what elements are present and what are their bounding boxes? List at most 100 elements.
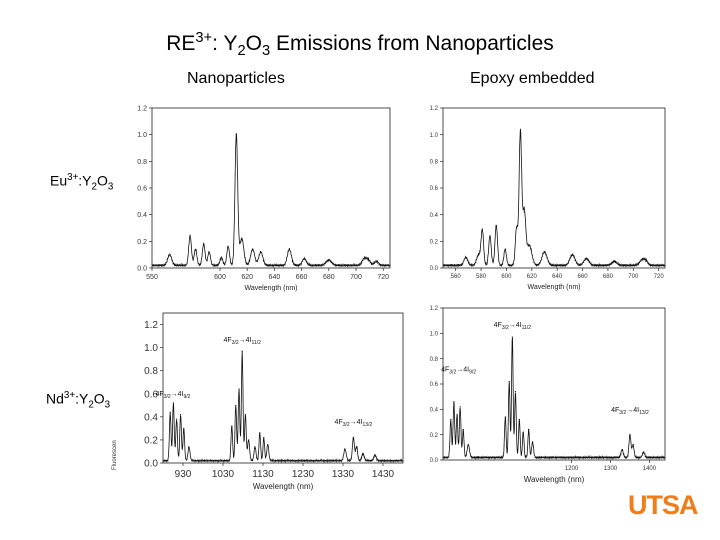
x-tick-label: 1400 — [643, 466, 657, 472]
x-tick-label: 700 — [628, 274, 639, 280]
peak-point — [263, 437, 265, 439]
peak-point — [459, 406, 461, 408]
peak-point — [259, 432, 261, 434]
y-tick-label: 1.0 — [144, 343, 158, 354]
peak-point — [244, 413, 246, 416]
transition-annotation: 4F3/2→4I11/2 — [494, 322, 532, 331]
x-tick-label: 1130 — [252, 469, 274, 480]
peak-point — [208, 251, 210, 253]
x-tick-label: 640 — [552, 274, 563, 280]
peak-point — [176, 418, 178, 420]
y-tick-label: 0.0 — [430, 458, 439, 464]
x-tick-label: 1330 — [332, 469, 355, 480]
peak-point — [254, 446, 256, 448]
peak-point — [514, 391, 517, 393]
peak-point — [172, 402, 174, 404]
y-tick-label: 0.2 — [430, 239, 439, 245]
peak-point — [267, 443, 269, 446]
peak-point — [367, 259, 369, 261]
peak-point — [189, 235, 191, 237]
peak-point — [645, 260, 647, 262]
peak-point — [231, 425, 233, 427]
utsa-logo: UTSA — [628, 490, 698, 520]
peak-point — [531, 441, 534, 443]
slide-title: RE3+: Y2O3 Emissions from Nanoparticles — [166, 30, 554, 60]
spectrum-series-line — [442, 337, 666, 461]
y-tick-label: 0.0 — [144, 459, 158, 470]
nd-nanoparticles-spectrum-chart: 0.0 0.2 0.4 0.6 0.8 1.0 1.2 930 1030 1130 1230 1330… — [144, 312, 404, 491]
peak-point — [203, 243, 205, 245]
peak-point — [511, 336, 513, 338]
eu-epoxy-spectrum-chart: 0.0 0.2 0.4 0.6 0.8 1.0 1.2 560 580 600 620 640 660 6… — [430, 106, 666, 291]
y-tick-label: 1.0 — [430, 133, 439, 139]
peak-point — [194, 248, 197, 250]
row-label-eu: Eu3+:Y2O3 — [50, 172, 114, 193]
y-tick-label: 1.0 — [137, 132, 147, 139]
peak-point — [522, 431, 524, 433]
peak-point — [183, 427, 185, 429]
peak-point — [456, 413, 458, 415]
peak-point — [613, 260, 615, 262]
peak-point — [235, 134, 237, 136]
peak-point — [241, 350, 243, 352]
plot-frame — [442, 107, 666, 269]
peak-point — [518, 418, 520, 421]
eu-nanoparticles-spectrum-chart: 0.0 0.2 0.4 0.6 0.8 1.0 1.2 550 600 620 640 660 680 7… — [137, 105, 391, 292]
peak-point — [241, 238, 243, 240]
y-tick-label: 0.8 — [430, 357, 439, 363]
side-y-axis-label: Fluorescen — [112, 440, 118, 470]
peak-point — [227, 246, 229, 248]
x-tick-label: 680 — [603, 274, 614, 280]
transition-annotation: 4F3/2→4I13/2 — [335, 419, 373, 428]
x-tick-label: 550 — [146, 274, 158, 281]
peak-point — [519, 131, 521, 133]
peak-point — [642, 451, 645, 453]
peak-point — [515, 227, 518, 229]
peak-point — [363, 258, 365, 260]
peak-point — [528, 244, 530, 246]
x-axis-label: Wavelength (nm) — [253, 482, 314, 491]
x-tick-label: 720 — [377, 274, 389, 281]
peak-point — [248, 439, 250, 441]
x-tick-label: 600 — [501, 274, 512, 280]
peak-point — [260, 251, 262, 253]
y-tick-label: 0.6 — [430, 186, 439, 192]
x-tick-label: 1300 — [604, 466, 618, 472]
y-tick-label: 0.2 — [144, 435, 158, 446]
spectrum-series-line — [162, 351, 404, 464]
x-tick-label: 640 — [269, 274, 281, 281]
x-tick-label: 580 — [476, 274, 487, 280]
y-tick-label: 1.2 — [137, 105, 147, 112]
y-tick-label: 0.6 — [144, 389, 158, 400]
peak-point — [477, 254, 480, 256]
x-tick-label: 1430 — [372, 469, 395, 480]
peak-point — [356, 446, 358, 448]
spectrum-series-line — [151, 132, 391, 268]
y-tick-label: 0.2 — [430, 433, 439, 439]
peak-point — [621, 449, 623, 451]
peak-point — [528, 429, 530, 431]
x-tick-label: 1200 — [565, 466, 579, 472]
peak-point — [374, 454, 376, 456]
x-tick-label: 1230 — [292, 469, 315, 480]
peak-point — [235, 404, 237, 406]
peak-point — [504, 248, 506, 250]
peak-point — [220, 256, 222, 258]
peak-point — [632, 444, 634, 446]
transition-annotation: 4F3/2→4I11/2 — [224, 337, 262, 346]
peak-point — [504, 416, 506, 418]
x-axis-label: Wavelength (nm) — [524, 475, 585, 484]
peak-point — [481, 230, 483, 232]
nd-epoxy-spectrum-chart: 0.0 0.2 0.4 0.6 0.8 1.0 1.2 1200 1300 1400 Wavelen… — [430, 306, 666, 484]
peak-point — [328, 259, 330, 261]
peak-point — [288, 248, 290, 250]
transition-annotation: 4F3/2→4I9/2 — [441, 366, 476, 375]
peak-point — [641, 259, 643, 261]
y-tick-label: 0.0 — [430, 266, 439, 272]
plot-frame — [442, 307, 666, 461]
y-tick-label: 0.2 — [137, 239, 147, 246]
peak-point — [489, 235, 491, 237]
x-tick-label: 720 — [654, 274, 665, 280]
plot-frame — [151, 107, 391, 269]
peak-point — [571, 254, 573, 256]
